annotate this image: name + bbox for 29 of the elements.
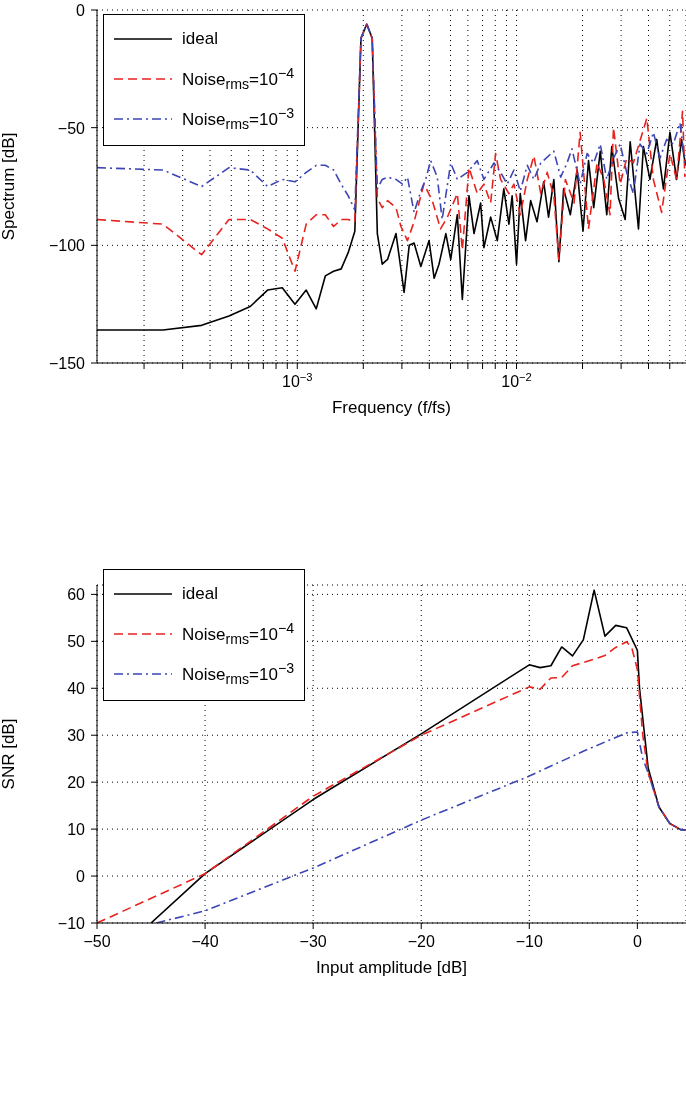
y-tick-label: 0: [76, 2, 86, 19]
legend-label: ideal: [182, 584, 218, 604]
x-tick-label: −40: [191, 933, 219, 950]
legend-label: ideal: [182, 29, 218, 49]
x-axis-title: Frequency (f/fs): [331, 398, 452, 417]
x-tick-label: −20: [407, 933, 435, 950]
y-tick-label: 0: [76, 868, 86, 886]
y-tick-label: −100: [48, 237, 86, 255]
y-tick-label: 50: [67, 633, 86, 651]
x-axis-title: Input amplitude [dB]: [315, 958, 468, 977]
y-tick-label: 40: [67, 680, 86, 698]
x-tick-label: −30: [299, 933, 327, 950]
x-tick-label: 0: [632, 933, 642, 950]
legend-label: Noise$_{rms}$=10$^{−4}$: [182, 65, 295, 93]
legend-label: Noise$_{rms}$=10$^{−3}$: [182, 105, 295, 133]
y-tick-label: 20: [67, 774, 86, 792]
y-tick-label: 30: [67, 727, 86, 745]
y-axis-title: Spectrum [dB]: [0, 132, 19, 241]
y-tick-label: 60: [67, 586, 86, 604]
x-tick-label: 10$^{−3}$: [282, 371, 313, 390]
y-tick-label: −10: [57, 915, 86, 932]
y-tick-label: −150: [48, 355, 86, 372]
x-tick-label: −10: [515, 933, 543, 950]
y-axis-title: SNR [dB]: [0, 718, 19, 790]
legend-label: Noise$_{rms}$=10$^{−4}$: [182, 620, 295, 648]
x-tick-label: 10$^{−2}$: [501, 371, 532, 390]
y-tick-label: 10: [67, 821, 86, 839]
y-tick-label: −50: [57, 119, 86, 137]
legend-label: Noise$_{rms}$=10$^{−3}$: [182, 660, 295, 688]
